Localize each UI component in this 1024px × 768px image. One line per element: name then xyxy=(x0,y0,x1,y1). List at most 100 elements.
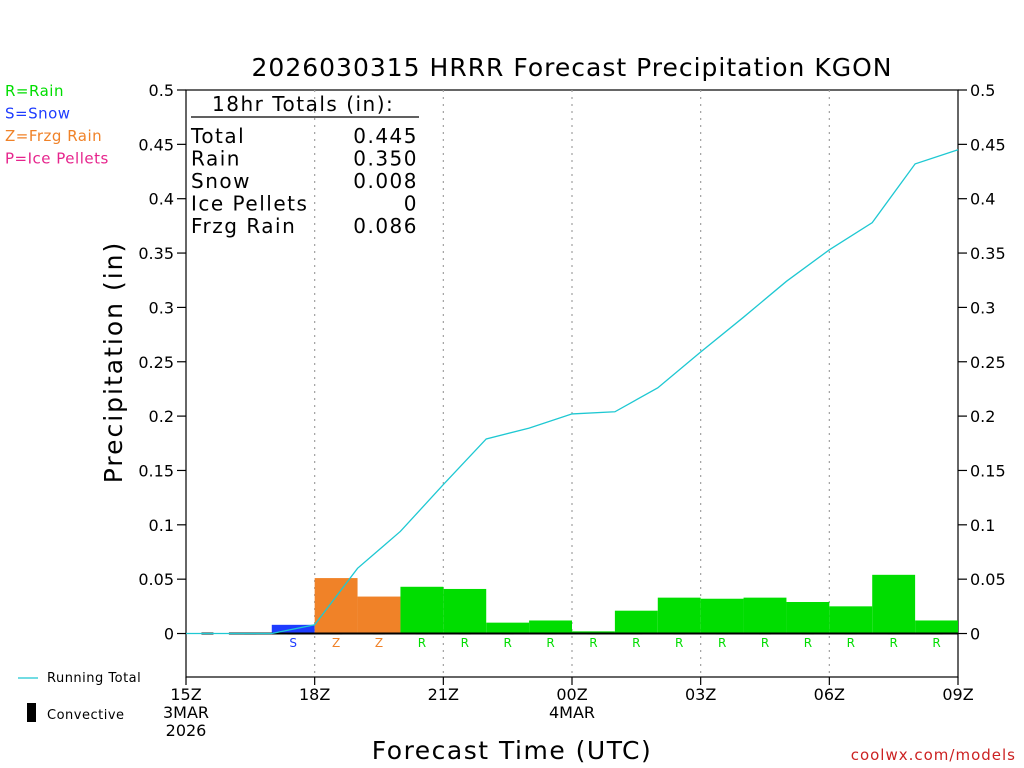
chart-title: 2026030315 HRRR Forecast Precipitation K… xyxy=(252,53,893,82)
bar-hour-19 xyxy=(314,578,358,634)
legend-item-r: R=Rain xyxy=(5,82,64,100)
credit-text: coolwx.com/models xyxy=(851,746,1016,764)
x-tick-label: 15Z xyxy=(170,685,201,704)
x-tick-label: 21Z xyxy=(428,685,459,704)
totals-value: 0.086 xyxy=(353,214,418,238)
bar-hour-32 xyxy=(872,574,916,634)
y-tick-label-right: 0 xyxy=(970,625,980,644)
y-tick-label-left: 0.5 xyxy=(149,81,174,100)
y-tick-label-left: 0.1 xyxy=(149,516,174,535)
convective-mark-hour-31 xyxy=(844,632,857,635)
bar-hour-29 xyxy=(743,597,787,634)
x-tick-label: 03Z xyxy=(685,685,716,704)
y-tick-label-right: 0.2 xyxy=(970,407,995,426)
y-tick-label-left: 0.2 xyxy=(149,407,174,426)
totals-label: Rain xyxy=(191,147,241,171)
ptype-label-hour-28: R xyxy=(718,636,726,650)
convective-mark-hour-29 xyxy=(759,632,771,635)
convective-mark-hour-19 xyxy=(330,632,343,635)
convective-mark-hour-21 xyxy=(415,632,428,635)
bar-hour-25 xyxy=(572,631,615,634)
ptype-label-hour-26: R xyxy=(632,636,640,650)
y-tick-label-right: 0.5 xyxy=(970,81,995,100)
totals-heading: 18hr Totals (in): xyxy=(212,92,394,116)
x-tick-label: 09Z xyxy=(942,685,973,704)
bar-hour-28 xyxy=(700,598,744,634)
y-tick-label-right: 0.05 xyxy=(970,570,1006,589)
y-tick-label-left: 0.45 xyxy=(138,135,174,154)
legend-item-s: S=Snow xyxy=(5,105,71,123)
x-tick-label: 4MAR xyxy=(549,703,595,722)
bar-hour-30 xyxy=(786,601,830,634)
totals-label: Frzg Rain xyxy=(191,214,296,238)
totals-label: Total xyxy=(190,124,245,148)
y-tick-label-left: 0.4 xyxy=(149,190,174,209)
bar-hour-20 xyxy=(357,596,401,634)
totals-value: 0.445 xyxy=(353,124,418,148)
x-tick-label: 3MAR xyxy=(163,703,209,722)
totals-value: 0.008 xyxy=(353,169,418,193)
y-tick-label-right: 0.45 xyxy=(970,135,1006,154)
ptype-label-hour-27: R xyxy=(675,636,683,650)
y-tick-label-right: 0.1 xyxy=(970,516,995,535)
convective-mark-hour-32 xyxy=(887,632,900,635)
totals-rows: Total 0.445 Rain 0.350 Snow 0.008 Ice Pellets 0… xyxy=(190,124,418,238)
convective-mark-hour-23 xyxy=(501,632,514,635)
bar-hour-22 xyxy=(443,588,487,634)
bar-hour-26 xyxy=(614,610,658,634)
bar-hour-27 xyxy=(657,597,701,634)
convective-mark-hour-33 xyxy=(930,632,943,635)
y-tick-label-right: 0.35 xyxy=(970,244,1006,263)
ptype-label-hour-32: R xyxy=(889,636,897,650)
y-tick-label-right: 0.3 xyxy=(970,298,995,317)
y-tick-label-left: 0.15 xyxy=(138,461,174,480)
ptype-label-hour-29: R xyxy=(761,636,769,650)
totals-value: 0.350 xyxy=(353,147,418,171)
ptype-label-hour-20: Z xyxy=(375,636,383,650)
totals-value: 0 xyxy=(404,192,418,216)
y-tick-label-right: 0.15 xyxy=(970,461,1006,480)
convective-mark-hour-26 xyxy=(630,632,643,635)
totals-label: Snow xyxy=(191,169,251,193)
y-tick-label-left: 0.25 xyxy=(138,353,174,372)
x-tick-label: 00Z xyxy=(556,685,587,704)
ptype-label-hour-25: R xyxy=(589,636,597,650)
x-tick-label: 18Z xyxy=(299,685,330,704)
convective-mark-hour-20 xyxy=(373,632,385,635)
legend-item-p: P=Ice Pellets xyxy=(5,150,109,168)
convective-mark-hour-27 xyxy=(673,632,686,635)
bar-hour-33 xyxy=(915,620,958,634)
y-tick-label-right: 0.25 xyxy=(970,353,1006,372)
ptype-legend: R=Rain S=Snow Z=Frzg Rain P=Ice Pellets xyxy=(5,82,109,168)
y-axis-label: Precipitation (in) xyxy=(99,241,128,484)
ptype-label-hour-19: Z xyxy=(332,636,340,650)
ptype-label-hour-21: R xyxy=(418,636,426,650)
x-tick-label: 06Z xyxy=(814,685,845,704)
x-axis-label: Forecast Time (UTC) xyxy=(372,736,652,765)
bar-hour-23 xyxy=(486,622,530,634)
y-axis-left: 0 0.05 0.1 0.15 0.2 0.25 0.3 0.35 0.4 0.45 0.5 xyxy=(138,81,186,644)
bar-series xyxy=(228,574,958,635)
ptype-label-hour-30: R xyxy=(804,636,812,650)
convective-mark-hour-18 xyxy=(287,632,300,635)
running-total-legend-label: Running Total xyxy=(47,671,141,686)
ptype-label-hour-23: R xyxy=(503,636,511,650)
y-tick-label-right: 0.4 xyxy=(970,190,995,209)
legend-item-z: Z=Frzg Rain xyxy=(5,127,102,145)
x-tick-label: 2026 xyxy=(166,721,207,740)
bar-hour-31 xyxy=(829,606,873,634)
y-tick-label-left: 0.35 xyxy=(138,244,174,263)
ptype-label-hour-31: R xyxy=(847,636,855,650)
y-tick-label-left: 0.05 xyxy=(138,570,174,589)
convective-mark-hour-22 xyxy=(458,632,471,635)
y-axis-right: 0 0.05 0.1 0.15 0.2 0.25 0.3 0.35 0.4 0.45 0.5 xyxy=(958,81,1006,644)
bottom-legend: Running Total Convective xyxy=(18,671,141,723)
ptype-label-hour-24: R xyxy=(546,636,554,650)
totals-box: 18hr Totals (in): Total 0.445 Rain 0.350 Sno… xyxy=(190,92,419,238)
convective-mark-hour-24 xyxy=(544,632,557,635)
ptype-label-hour-18: S xyxy=(289,636,297,650)
totals-label: Ice Pellets xyxy=(191,192,308,216)
